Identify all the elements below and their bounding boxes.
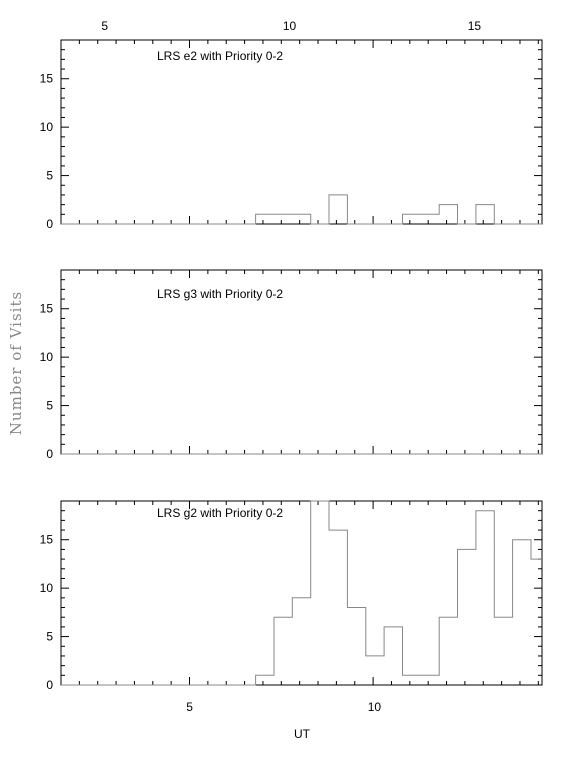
top-axis-tick-label: 5 — [101, 19, 108, 33]
y-tick-label: 5 — [46, 630, 53, 644]
panel-g3: 0 5 10 15 LRS g3 with Priority 0-2 — [40, 269, 543, 461]
y-tick-label: 15 — [40, 533, 54, 547]
panel-frame — [60, 269, 543, 455]
panel-g2: 0 5 10 15 LRS g2 with Priority 0-2 5 10 UT — [40, 500, 543, 741]
y-tick-label: 10 — [40, 120, 54, 134]
bottom-axis-tick-label: 5 — [186, 700, 193, 714]
y-tick-label: 10 — [40, 581, 54, 595]
panel-e2: 0 5 10 15 LRS e2 with Priority 0-2 5 10 15 — [40, 19, 543, 231]
y-tick-labels: 0 5 10 15 — [40, 533, 54, 692]
axis-ticks — [61, 501, 542, 686]
panel-label: LRS g3 with Priority 0-2 — [157, 287, 283, 301]
top-axis-tick-label: 10 — [283, 19, 297, 33]
y-tick-label: 0 — [46, 447, 53, 461]
x-axis-label: UT — [294, 727, 311, 741]
panel-label: LRS g2 with Priority 0-2 — [157, 506, 283, 520]
y-tick-label: 0 — [46, 217, 53, 231]
y-tick-label: 10 — [40, 350, 54, 364]
y-tick-label: 5 — [46, 169, 53, 183]
y-tick-label: 15 — [40, 302, 54, 316]
y-tick-labels: 0 5 10 15 — [40, 302, 54, 461]
panel-frame — [60, 39, 543, 225]
y-tick-label: 0 — [46, 678, 53, 692]
top-axis-tick-label: 15 — [468, 19, 482, 33]
histogram-step-line — [61, 500, 542, 686]
y-tick-label: 15 — [40, 72, 54, 86]
y-tick-labels: 0 5 10 15 — [40, 72, 54, 231]
panel-label: LRS e2 with Priority 0-2 — [157, 49, 283, 63]
bottom-axis-tick-label: 10 — [368, 700, 382, 714]
y-axis-label: Number of Visits — [7, 291, 25, 435]
y-tick-label: 5 — [46, 399, 53, 413]
axis-ticks — [61, 270, 542, 455]
histogram-step-line — [61, 194, 542, 225]
panel-frame — [60, 500, 543, 686]
axis-ticks — [61, 40, 542, 225]
